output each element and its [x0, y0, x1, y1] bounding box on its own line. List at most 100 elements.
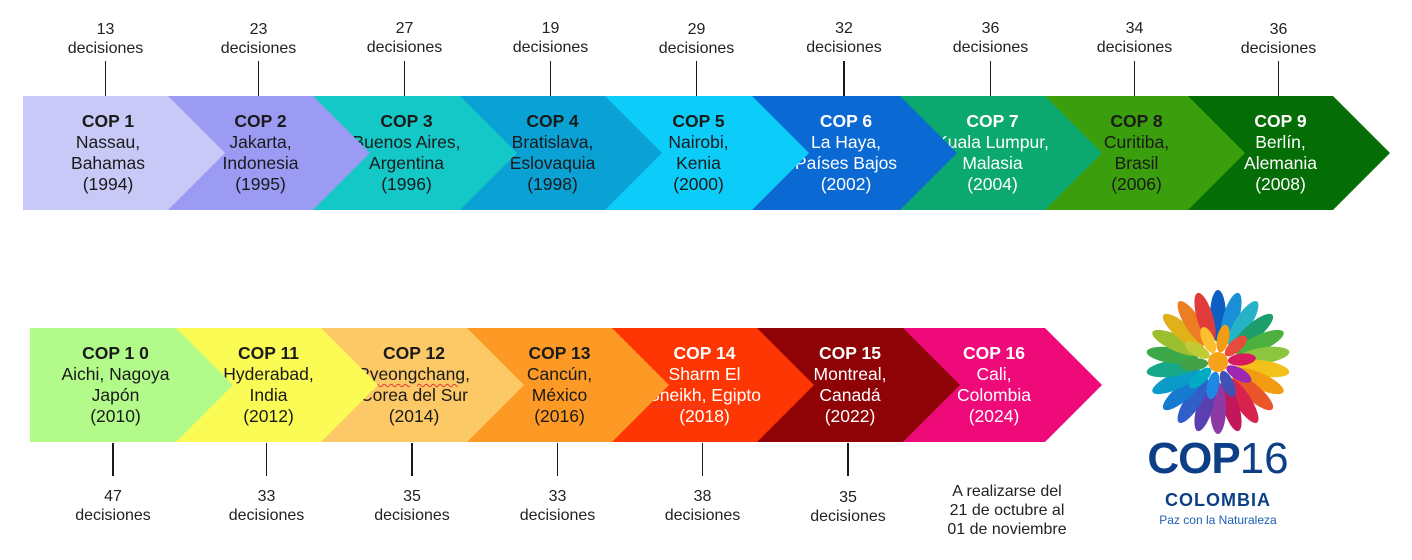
cop-location-line: (2008)	[1255, 174, 1306, 194]
cop-location-line: (2018)	[679, 406, 730, 426]
connector-line	[989, 61, 991, 97]
connector-line	[701, 443, 703, 476]
cop-item: COP 14 Sharm El Sheikh, Egipto (2018)	[612, 328, 814, 442]
petal-shape	[1200, 327, 1217, 354]
chevron-arrow	[176, 328, 378, 442]
cop-location-line: Cancún,	[526, 364, 593, 384]
chevron-arrow	[460, 96, 662, 210]
cop-item: COP 2 Jakarta, Indonesia (1995)	[168, 96, 370, 210]
decision-label: decisiones	[519, 507, 596, 524]
decision-count: 34 decisiones	[1070, 19, 1200, 57]
cop-item: COP 12 Pyeongchang, Corea del Sur (2014)	[321, 328, 524, 442]
cop-location-line: Malasia	[962, 153, 1023, 173]
petal-shape	[1220, 381, 1242, 432]
cop-title: COP 1 0	[82, 343, 149, 363]
cop-item: COP 13 Cancún, México (2016)	[467, 328, 669, 442]
connector-line	[1277, 61, 1279, 97]
cop-title: COP 13	[528, 343, 591, 363]
connector-line	[403, 61, 405, 97]
note-line: 01 de noviembre	[947, 521, 1067, 538]
cop-location-line: Hyderabad,	[223, 364, 314, 384]
decision-number: 27	[395, 20, 414, 37]
decision-count: 36 decisiones	[926, 19, 1056, 57]
cop-item: COP 8 Curitiba, Brasil (2006)	[1045, 96, 1245, 210]
decision-count: 35 decisiones	[347, 487, 477, 525]
decision-number: 33	[257, 488, 276, 505]
petal-shape	[1226, 365, 1252, 383]
decision-number: 19	[541, 20, 560, 37]
cop-title: COP 14	[673, 343, 736, 363]
connector-line	[556, 443, 558, 476]
cop-title: COP 4	[526, 111, 579, 131]
decision-number: 13	[96, 21, 115, 38]
decision-count: 32 decisiones	[779, 19, 909, 57]
cop-item: COP 3 Buenos Aires, Argentina (1996)	[313, 96, 517, 210]
petal-shape	[1177, 378, 1209, 423]
cop-label: COP 5 Nairobi, Kenia (2000)	[615, 96, 782, 210]
cop-item: COP 1 0 Aichi, Nagoya Japón (2010)	[30, 328, 233, 442]
cop-label: COP 16 Cali, Colombia (2024)	[913, 328, 1075, 442]
decision-count: 35 decisiones	[783, 488, 913, 526]
decision-number: 34	[1125, 20, 1144, 37]
cop-label: COP 11 Hyderabad, India (2012)	[186, 328, 351, 442]
cop-location-line: (1994)	[82, 174, 134, 194]
petal-shape	[1189, 367, 1212, 389]
note-line: 21 de octubre al	[949, 502, 1065, 519]
cop-location-line: (2002)	[820, 174, 872, 194]
cop-location-line: Bratislava,	[511, 132, 594, 152]
cop-location-line: México	[531, 385, 588, 405]
connector-line	[847, 443, 849, 476]
petal-shape	[1227, 301, 1259, 346]
decision-number: 33	[548, 488, 567, 505]
connector-line	[265, 443, 267, 476]
cop-location-line: India	[249, 385, 288, 405]
decision-label: decisiones	[512, 39, 589, 56]
decision-label: decisiones	[806, 39, 882, 56]
cop-label: COP 13 Cancún, México (2016)	[477, 328, 642, 442]
cop-location-line: Jakarta,	[229, 132, 292, 152]
decision-count: 13 decisiones	[41, 20, 171, 58]
petal-shape	[1184, 341, 1210, 359]
chevron-arrow	[612, 328, 814, 442]
cop-title: COP 1	[81, 111, 135, 131]
decision-number: 38	[693, 488, 712, 505]
decision-number: 35	[403, 488, 421, 505]
note-line: A realizarse del	[952, 483, 1062, 500]
connector-line	[549, 61, 551, 97]
cop-location-line: (2024)	[968, 406, 1020, 426]
petal-shape	[1206, 371, 1220, 400]
cop-label: COP 7 Kuala Lumpur, Malasia (2004)	[910, 96, 1075, 210]
cop-location-line: (1996)	[381, 174, 432, 194]
cop-item: COP 7 Kuala Lumpur, Malasia (2004)	[900, 96, 1102, 210]
spellcheck-mark: Pyeongchang	[358, 364, 466, 384]
cop-item: COP 4 Bratislava, Eslovaquia (1998)	[460, 96, 662, 210]
decision-number: 23	[249, 21, 268, 38]
cop-title: COP 2	[234, 111, 287, 131]
chevron-arrow	[168, 96, 370, 210]
connector-line	[1133, 61, 1135, 97]
petal-shape	[1162, 313, 1204, 350]
cop-label: COP 8 Curitiba, Brasil (2006)	[1055, 96, 1218, 210]
cop-label: COP 4 Bratislava, Eslovaquia (1998)	[470, 96, 635, 210]
decision-label: decisiones	[658, 40, 735, 57]
cop16-logo: COP16 COLOMBIA Paz con la Naturaleza	[1138, 284, 1298, 534]
chevron-arrow	[900, 96, 1102, 210]
cop-title: COP 7	[966, 111, 1019, 131]
cop-location-line: (1998)	[527, 174, 578, 194]
chevron-arrow	[757, 328, 960, 442]
connector-line	[112, 443, 114, 476]
logo-number-text: 16	[1239, 434, 1289, 483]
cop-location-line: Alemania	[1244, 153, 1317, 173]
cop-label: COP 1 0 Aichi, Nagoya Japón (2010)	[30, 328, 201, 442]
cop-location-line: Corea del Sur	[360, 385, 468, 405]
cop-location-line: Argentina	[369, 153, 444, 173]
cop-title: COP 16	[963, 343, 1025, 363]
decision-count: 47 decisiones	[48, 487, 178, 525]
cop-title: COP 3	[380, 111, 433, 131]
decision-label: decisiones	[1096, 39, 1173, 56]
cop-location-line: Colombia	[957, 385, 1031, 405]
cop-location-line: Sharm El	[668, 364, 741, 384]
decision-number: 35	[839, 489, 857, 506]
cop-item: COP 6 La Haya, Países Bajos (2002)	[752, 96, 957, 210]
